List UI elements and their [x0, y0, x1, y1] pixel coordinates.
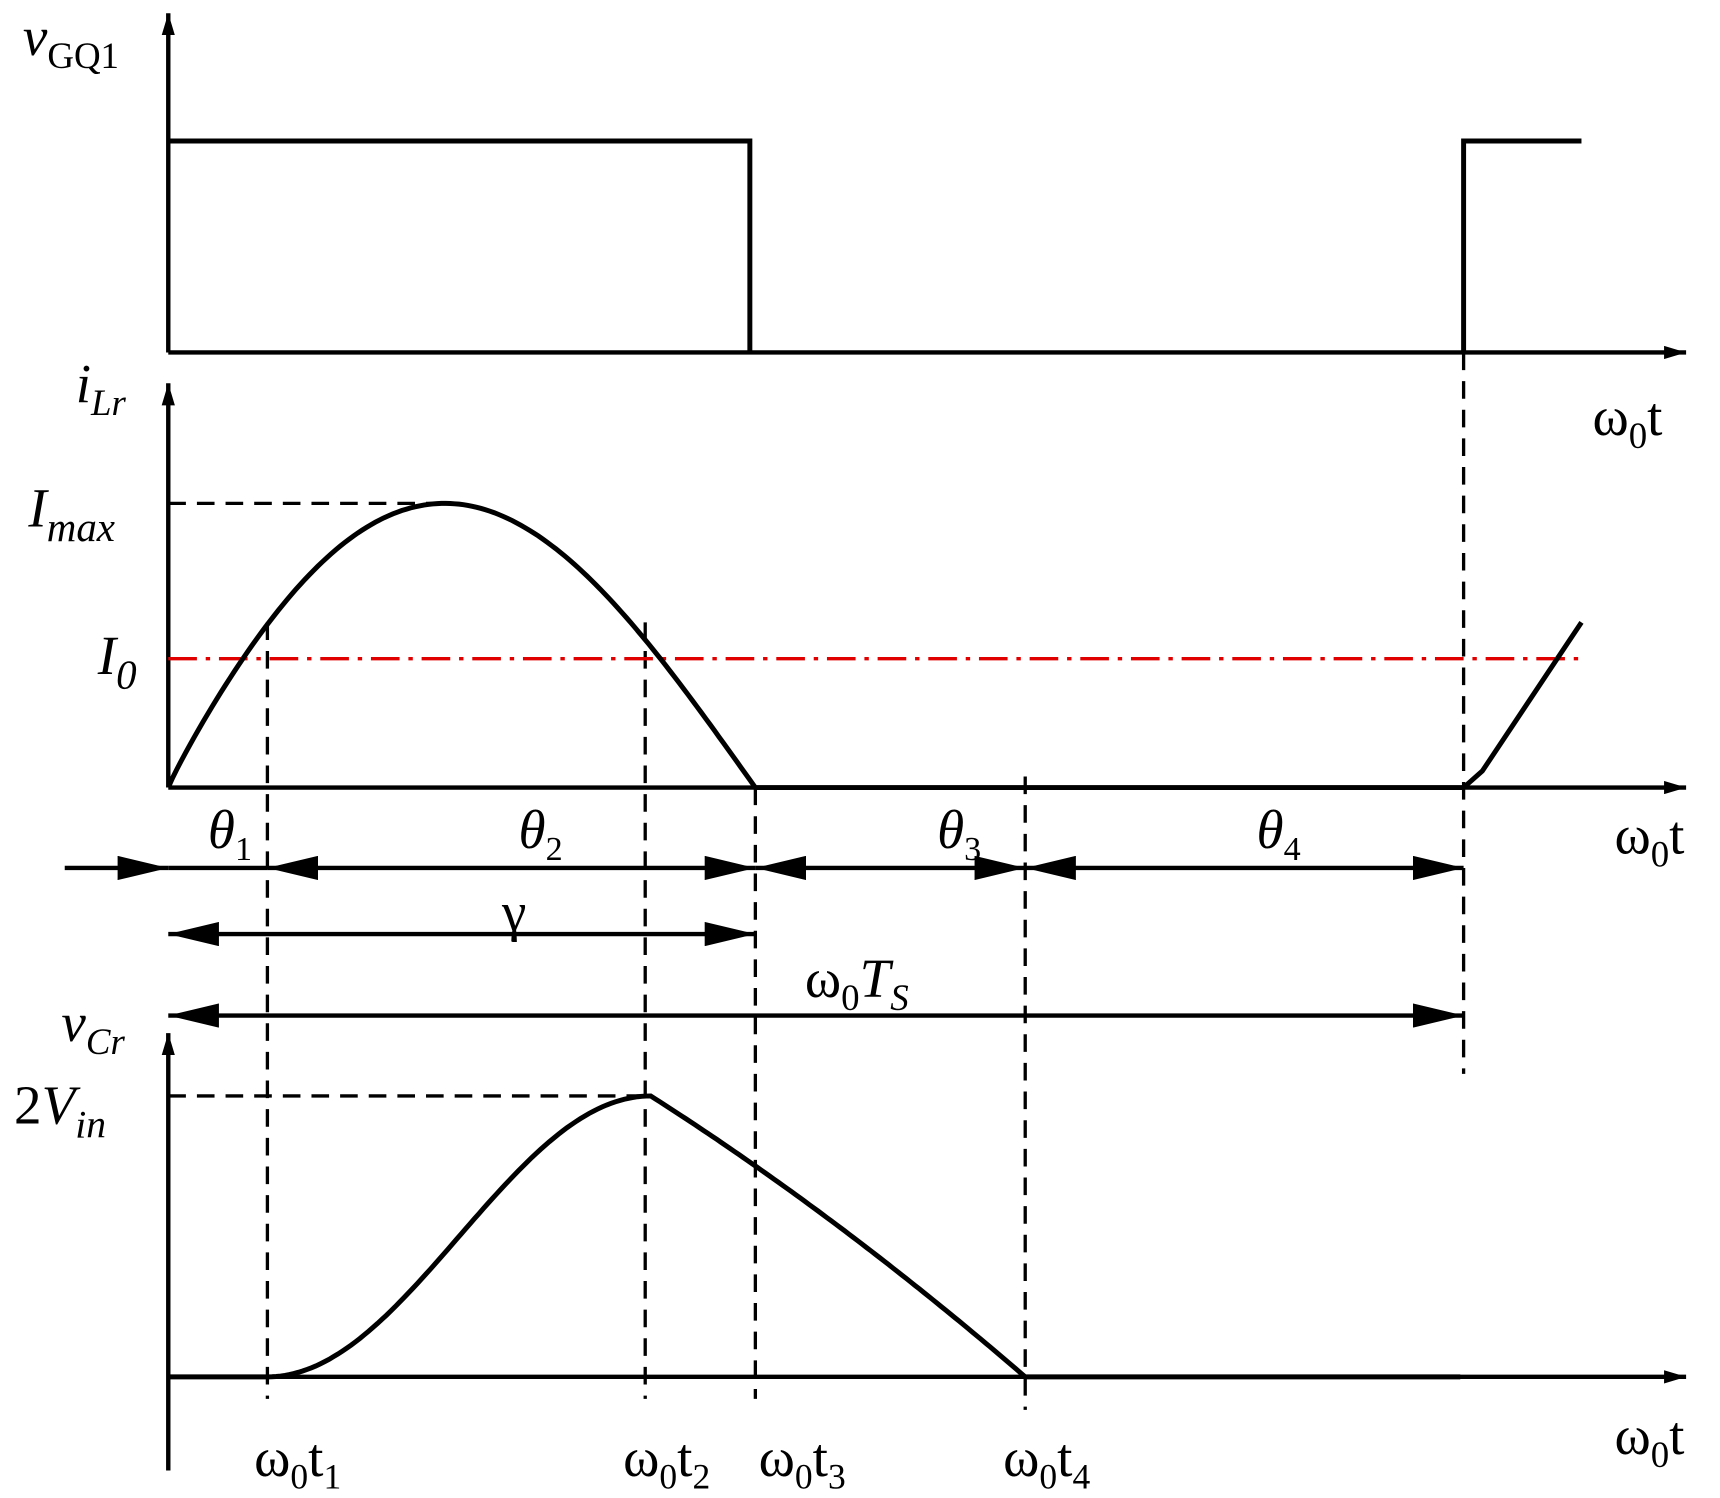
guide-lines [168, 352, 1466, 1410]
label-part: θ [937, 799, 964, 860]
axes [161, 13, 1687, 1471]
period-label: ω0TS [805, 948, 909, 1018]
y-axis-label: vCr [61, 992, 125, 1062]
x-axis-label: ω0t [1615, 805, 1685, 875]
label-part: 2 [692, 1457, 710, 1497]
i0-label: I0 [97, 625, 137, 698]
label-part: ω [623, 1427, 659, 1488]
x-axis-label: ω0t [1592, 386, 1662, 456]
label-part: 3 [964, 831, 981, 868]
time-mark-label: ω0t1 [254, 1427, 341, 1497]
label-part: 1 [235, 831, 252, 868]
label-part: t [1057, 1427, 1072, 1488]
label-part: v [61, 992, 86, 1053]
label-part: in [75, 1103, 106, 1147]
label-part: 2 [546, 831, 563, 868]
label-part: 0 [1651, 1434, 1669, 1475]
interval-label: θ2 [519, 799, 563, 868]
voltage-wave [168, 1093, 1461, 1380]
y-axis-label: vGQ1 [23, 6, 119, 76]
label-part: ω [254, 1427, 290, 1488]
label-part: V [42, 1075, 81, 1136]
label-part: 0 [841, 977, 859, 1018]
label-part: I [97, 625, 119, 686]
label-part: ω [1615, 1405, 1651, 1466]
label-part: 4 [1073, 1457, 1091, 1497]
label-part: GQ1 [47, 35, 119, 76]
label-part: ω [1003, 1427, 1039, 1488]
label-part: max [47, 504, 115, 550]
label-part: Lr [90, 382, 126, 423]
peak-label: 2Vin [14, 1075, 106, 1147]
interval-label: θ4 [1257, 799, 1301, 868]
y-axis-label: iLr [76, 353, 127, 423]
label-part: θ [1257, 799, 1284, 860]
x-axis-label: ω0t [1615, 1405, 1685, 1475]
imax-label: Imax [27, 478, 115, 551]
label-part: i [76, 353, 91, 414]
current-wave [166, 500, 1584, 791]
label-part: t [1647, 386, 1662, 447]
label-part: t [308, 1427, 323, 1488]
label-part: 0 [1629, 415, 1647, 456]
label-part: t [1669, 805, 1684, 866]
label-part: 2 [14, 1075, 42, 1136]
gamma-label: γ [501, 882, 526, 943]
label-part: I [27, 478, 49, 539]
interval-label: θ1 [208, 799, 252, 868]
label-part: 0 [290, 1457, 308, 1497]
label-part: 3 [828, 1457, 846, 1497]
time-mark-label: ω0t3 [759, 1427, 846, 1497]
label-part: ω [805, 948, 841, 1009]
label-part: ω [759, 1427, 795, 1488]
dimension-arrows [64, 855, 1464, 1028]
gate-pulse [168, 138, 1582, 353]
label-part: θ [519, 799, 546, 860]
label-part: θ [208, 799, 235, 860]
label-part: 0 [795, 1457, 813, 1497]
label-part: 0 [659, 1457, 677, 1497]
label-part: v [23, 6, 48, 67]
label-part: 0 [116, 652, 136, 698]
label-part: ω [1592, 386, 1628, 447]
label-part: 0 [1039, 1457, 1057, 1497]
label-part: S [890, 977, 908, 1018]
label-part: 1 [324, 1457, 342, 1497]
label-part: 0 [1651, 834, 1669, 875]
label-part: t [1669, 1405, 1684, 1466]
time-mark-label: ω0t4 [1003, 1427, 1090, 1497]
label-part: T [860, 948, 894, 1009]
label-part: 4 [1284, 831, 1301, 868]
label-part: ω [1615, 805, 1651, 866]
interval-label: θ3 [937, 799, 981, 868]
time-mark-label: ω0t2 [623, 1427, 710, 1497]
label-part: t [813, 1427, 828, 1488]
label-part: t [677, 1427, 692, 1488]
label-part: Cr [86, 1021, 126, 1062]
